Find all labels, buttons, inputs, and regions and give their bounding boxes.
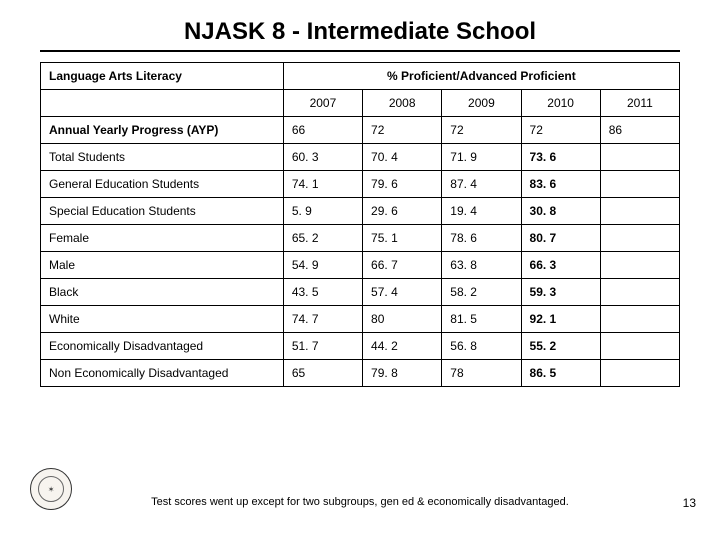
- table-row: Economically Disadvantaged51. 744. 256. …: [41, 333, 680, 360]
- table-body: Language Arts Literacy % Proficient/Adva…: [41, 63, 680, 387]
- row-label: Female: [41, 225, 284, 252]
- row-label: Special Education Students: [41, 198, 284, 225]
- cell-value: 44. 2: [363, 333, 442, 360]
- table-row: Total Students60. 370. 471. 973. 6: [41, 144, 680, 171]
- table-header-row-1: Language Arts Literacy % Proficient/Adva…: [41, 63, 680, 90]
- cell-value: [600, 225, 679, 252]
- cell-value: 79. 6: [363, 171, 442, 198]
- title-underline: [40, 50, 680, 52]
- cell-value: 43. 5: [283, 279, 362, 306]
- cell-value: 74. 7: [283, 306, 362, 333]
- cell-value: 74. 1: [283, 171, 362, 198]
- cell-value: 72: [521, 117, 600, 144]
- cell-value: 59. 3: [521, 279, 600, 306]
- table-row: Female65. 275. 178. 680. 7: [41, 225, 680, 252]
- scores-table: Language Arts Literacy % Proficient/Adva…: [40, 62, 680, 387]
- year-col-4: 2011: [600, 90, 679, 117]
- table-row: Black43. 557. 458. 259. 3: [41, 279, 680, 306]
- cell-value: 78. 6: [442, 225, 521, 252]
- cell-value: [600, 144, 679, 171]
- table-row: General Education Students74. 179. 687. …: [41, 171, 680, 198]
- cell-value: 55. 2: [521, 333, 600, 360]
- row-label: Annual Yearly Progress (AYP): [41, 117, 284, 144]
- cell-value: 60. 3: [283, 144, 362, 171]
- cell-value: 75. 1: [363, 225, 442, 252]
- blank-header-cell: [41, 90, 284, 117]
- cell-value: 71. 9: [442, 144, 521, 171]
- cell-value: 81. 5: [442, 306, 521, 333]
- cell-value: [600, 171, 679, 198]
- row-label: Male: [41, 252, 284, 279]
- table-row: Male54. 966. 763. 866. 3: [41, 252, 680, 279]
- cell-value: 5. 9: [283, 198, 362, 225]
- cell-value: 58. 2: [442, 279, 521, 306]
- cell-value: 86: [600, 117, 679, 144]
- cell-value: 65. 2: [283, 225, 362, 252]
- row-label: White: [41, 306, 284, 333]
- cell-value: 66. 7: [363, 252, 442, 279]
- cell-value: 83. 6: [521, 171, 600, 198]
- row-label: Non Economically Disadvantaged: [41, 360, 284, 387]
- cell-value: 57. 4: [363, 279, 442, 306]
- cell-value: 66: [283, 117, 362, 144]
- row-label: General Education Students: [41, 171, 284, 198]
- year-col-3: 2010: [521, 90, 600, 117]
- footnote-text: Test scores went up except for two subgr…: [0, 496, 720, 508]
- row-label: Economically Disadvantaged: [41, 333, 284, 360]
- table-row: White74. 78081. 592. 1: [41, 306, 680, 333]
- cell-value: 92. 1: [521, 306, 600, 333]
- cell-value: 30. 8: [521, 198, 600, 225]
- table-row: Non Economically Disadvantaged6579. 8788…: [41, 360, 680, 387]
- subject-label: Language Arts Literacy: [41, 63, 284, 90]
- table-header-row-2: 2007 2008 2009 2010 2011: [41, 90, 680, 117]
- row-label: Black: [41, 279, 284, 306]
- year-col-1: 2008: [363, 90, 442, 117]
- cell-value: [600, 306, 679, 333]
- cell-value: 51. 7: [283, 333, 362, 360]
- cell-value: 19. 4: [442, 198, 521, 225]
- cell-value: 56. 8: [442, 333, 521, 360]
- cell-value: [600, 360, 679, 387]
- cell-value: 65: [283, 360, 362, 387]
- cell-value: [600, 279, 679, 306]
- table-row: Annual Yearly Progress (AYP)6672727286: [41, 117, 680, 144]
- slide-title: NJASK 8 - Intermediate School: [40, 18, 680, 50]
- cell-value: 72: [363, 117, 442, 144]
- cell-value: 66. 3: [521, 252, 600, 279]
- year-col-2: 2009: [442, 90, 521, 117]
- cell-value: 80. 7: [521, 225, 600, 252]
- cell-value: 54. 9: [283, 252, 362, 279]
- cell-value: 29. 6: [363, 198, 442, 225]
- year-col-0: 2007: [283, 90, 362, 117]
- cell-value: 70. 4: [363, 144, 442, 171]
- cell-value: 79. 8: [363, 360, 442, 387]
- cell-value: 72: [442, 117, 521, 144]
- row-label: Total Students: [41, 144, 284, 171]
- table-row: Special Education Students5. 929. 619. 4…: [41, 198, 680, 225]
- cell-value: 63. 8: [442, 252, 521, 279]
- cell-value: 80: [363, 306, 442, 333]
- slide-container: NJASK 8 - Intermediate School Language A…: [0, 0, 720, 540]
- page-number: 13: [683, 496, 696, 510]
- cell-value: 73. 6: [521, 144, 600, 171]
- proficiency-header: % Proficient/Advanced Proficient: [283, 63, 679, 90]
- cell-value: 78: [442, 360, 521, 387]
- cell-value: [600, 198, 679, 225]
- cell-value: 87. 4: [442, 171, 521, 198]
- cell-value: 86. 5: [521, 360, 600, 387]
- cell-value: [600, 333, 679, 360]
- cell-value: [600, 252, 679, 279]
